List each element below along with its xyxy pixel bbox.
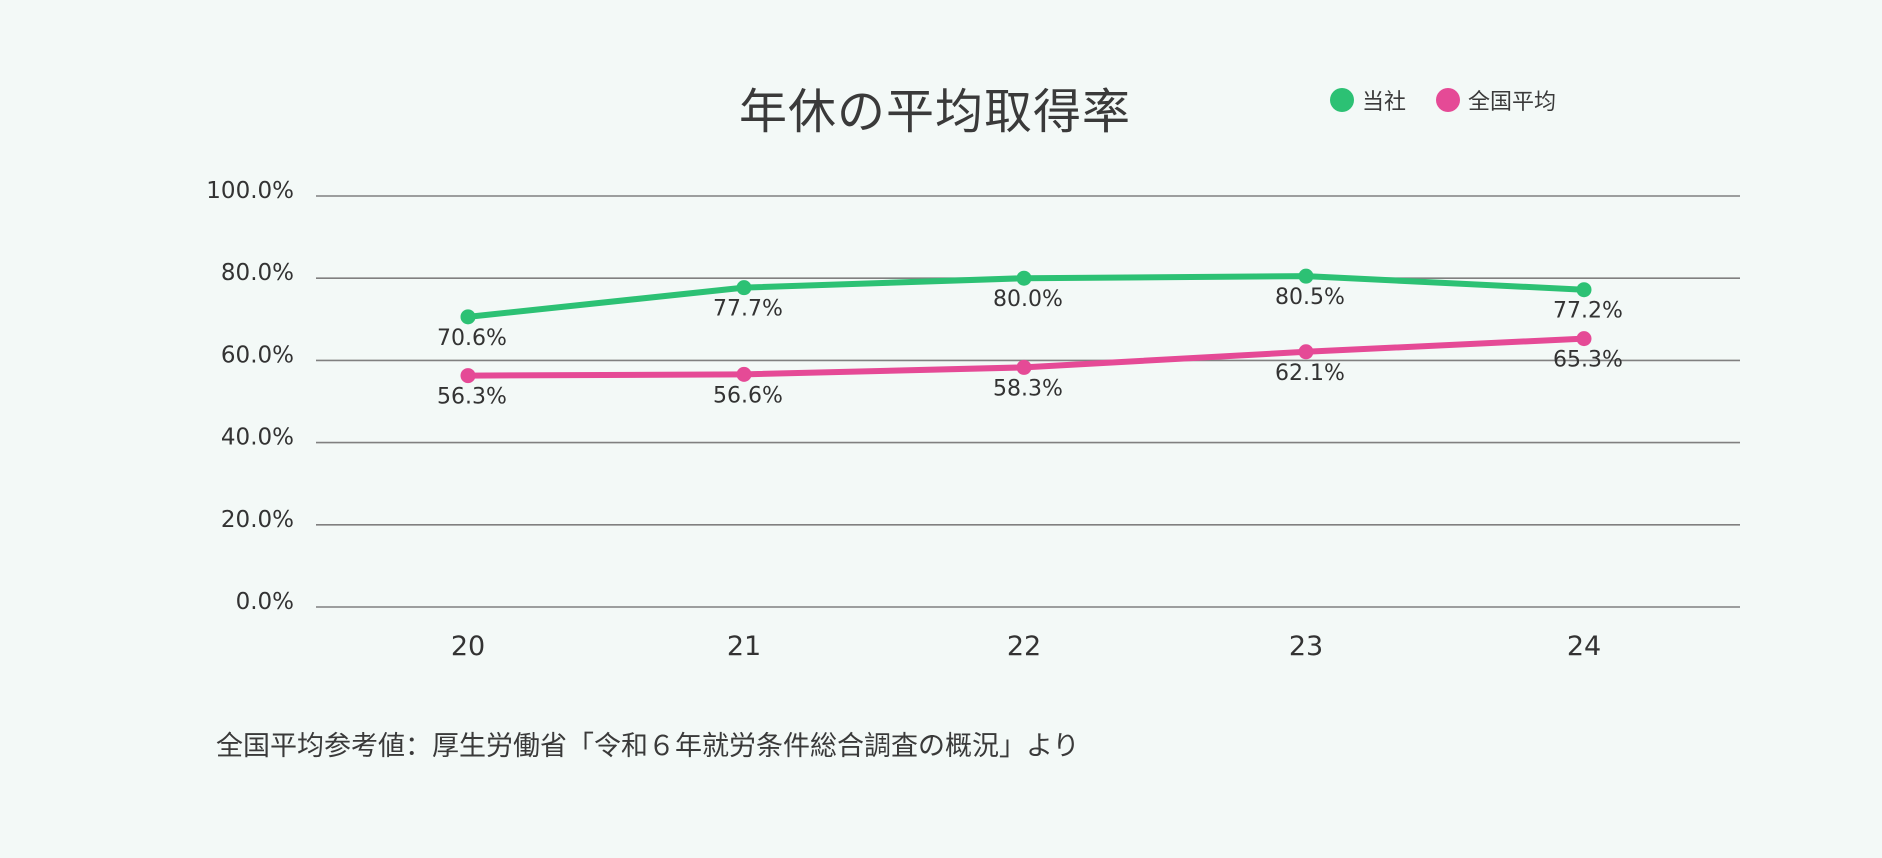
y-tick-label: 60.0%: [221, 342, 294, 368]
y-tick-label: 80.0%: [221, 260, 294, 286]
data-label: 58.3%: [993, 376, 1063, 401]
y-tick-label: 100.0%: [206, 178, 294, 204]
data-point: [1016, 270, 1032, 286]
footnote: 全国平均参考値：厚生労働省「令和６年就労条件総合調査の概況」より: [216, 731, 1080, 762]
data-point: [1298, 344, 1314, 360]
y-tick-label: 0.0%: [236, 589, 294, 615]
data-point: [1016, 359, 1032, 375]
legend-swatch-company: [1330, 88, 1354, 112]
data-label: 77.7%: [713, 297, 783, 322]
x-tick-label: 21: [727, 631, 761, 662]
legend-label-national: 全国平均: [1468, 90, 1557, 115]
data-label: 56.3%: [437, 385, 507, 410]
legend-item-company: 当社: [1330, 84, 1406, 116]
y-tick-label: 20.0%: [221, 507, 294, 533]
x-tick-label: 24: [1567, 631, 1601, 662]
data-point: [1298, 268, 1314, 284]
legend-label-company: 当社: [1362, 90, 1407, 115]
chart-title: 年休の平均取得率: [738, 84, 1131, 140]
legend-swatch-national: [1436, 88, 1461, 112]
data-point: [1576, 282, 1592, 298]
data-label: 77.2%: [1553, 299, 1623, 324]
y-tick-label: 40.0%: [221, 425, 294, 451]
data-label: 70.6%: [437, 326, 507, 351]
data-point: [460, 309, 476, 325]
chart-legend: 当社 全国平均: [1330, 84, 1556, 116]
legend-item-national: 全国平均: [1436, 84, 1556, 116]
data-label: 80.5%: [1275, 285, 1345, 310]
data-point: [736, 280, 752, 296]
data-label: 56.6%: [713, 383, 783, 408]
data-point: [1576, 331, 1592, 347]
data-label: 80.0%: [993, 287, 1063, 312]
x-tick-label: 20: [451, 631, 485, 662]
data-label: 62.1%: [1275, 361, 1345, 386]
data-label: 65.3%: [1553, 348, 1623, 373]
x-tick-label: 22: [1007, 631, 1041, 662]
x-tick-label: 23: [1289, 631, 1323, 662]
data-point: [460, 368, 476, 384]
data-point: [736, 366, 752, 382]
